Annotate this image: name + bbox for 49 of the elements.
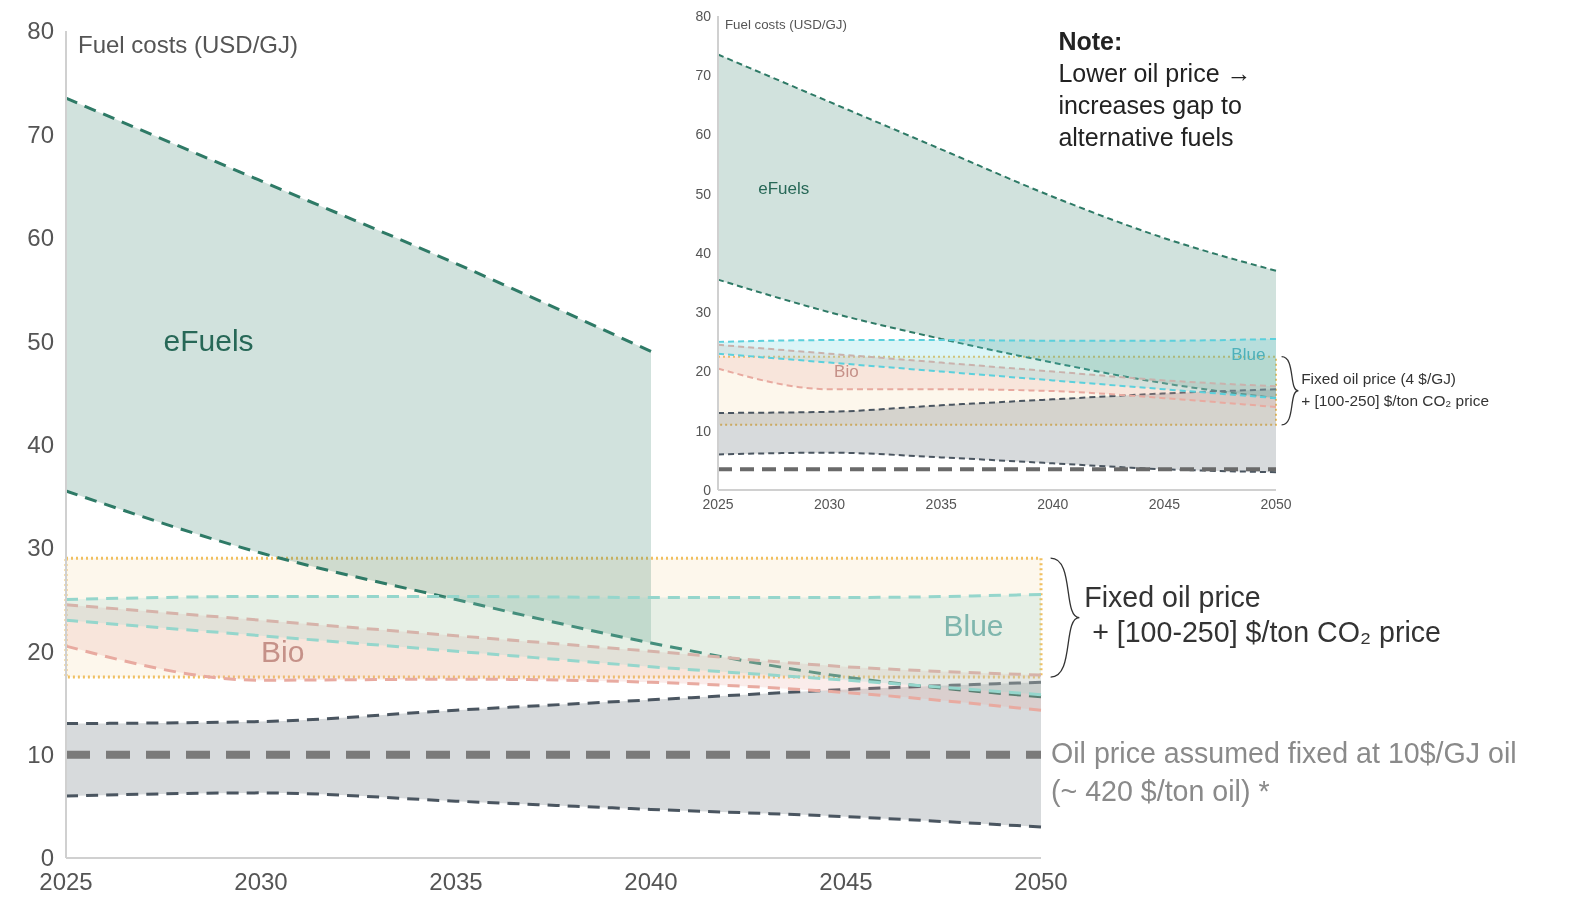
- line-series: [64, 603, 1043, 677]
- x-tick-label: 2045: [1148, 495, 1181, 512]
- text: eFuels: [163, 324, 254, 358]
- y-tick-label: 70: [695, 67, 712, 84]
- annotation: Note: Lower oil price → increases gap to alternative fuels: [1058, 27, 1252, 151]
- y-tick-label: 60: [695, 126, 712, 143]
- series-label: Bio: [834, 362, 859, 382]
- x-tick-label: 2035: [429, 868, 483, 896]
- series-label: Bio: [261, 634, 305, 668]
- y-tick-label: 60: [27, 224, 54, 252]
- y-tick-label: 30: [27, 534, 54, 562]
- line-series: [717, 451, 1277, 474]
- x-tick-label: 2030: [814, 495, 846, 512]
- series-label: Blue: [943, 608, 1004, 642]
- x-tick-label: 2040: [624, 868, 678, 896]
- ref-line-label: Oil price assumed fixed at 10$/GJ oil (~ 420 $/ton oil) *: [1051, 737, 1517, 807]
- y-tick-label: 30: [695, 304, 712, 321]
- x-tick-label: 2040: [1037, 495, 1069, 512]
- band-label: Fixed oil price + [100-250] $/ton CO₂ price: [1084, 580, 1442, 648]
- line-series: [717, 53, 1277, 272]
- series-label: Blue: [1231, 344, 1266, 364]
- line-series: [64, 96, 653, 353]
- y-axis-title: Fuel costs (USD/GJ): [725, 16, 847, 32]
- y-tick-label: 80: [27, 17, 54, 45]
- x-tick-label: 2050: [1260, 495, 1292, 512]
- x-tick-label: 2045: [819, 868, 873, 896]
- y-tick-label: 70: [27, 120, 54, 148]
- y-tick-label: 50: [695, 185, 712, 202]
- text: eFuels: [758, 178, 810, 198]
- y-axis-title: Fuel costs (USD/GJ): [78, 30, 299, 58]
- y-tick-label: 0: [703, 481, 712, 498]
- line-series: [717, 367, 1277, 409]
- y-tick-label: 20: [695, 363, 712, 380]
- line-series: [64, 791, 1043, 829]
- y-tick-label: 20: [27, 637, 54, 665]
- y-tick-label: 10: [27, 741, 54, 769]
- y-tick-label: 10: [695, 422, 712, 439]
- line-series: [64, 680, 1043, 726]
- line-series: [717, 388, 1277, 414]
- band-label: Fixed oil price (4 $/GJ) + [100-250] $/ton CO₂ price: [1301, 369, 1489, 410]
- y-tick-label: 40: [27, 430, 54, 458]
- x-tick-label: 2030: [234, 868, 288, 896]
- x-tick-label: 2035: [925, 495, 957, 512]
- y-tick-label: 80: [695, 7, 712, 24]
- y-tick-label: 50: [27, 327, 54, 355]
- x-tick-label: 2050: [1014, 868, 1068, 896]
- y-tick-label: 40: [695, 244, 712, 261]
- line-series: [717, 343, 1277, 388]
- x-tick-label: 2025: [702, 495, 734, 512]
